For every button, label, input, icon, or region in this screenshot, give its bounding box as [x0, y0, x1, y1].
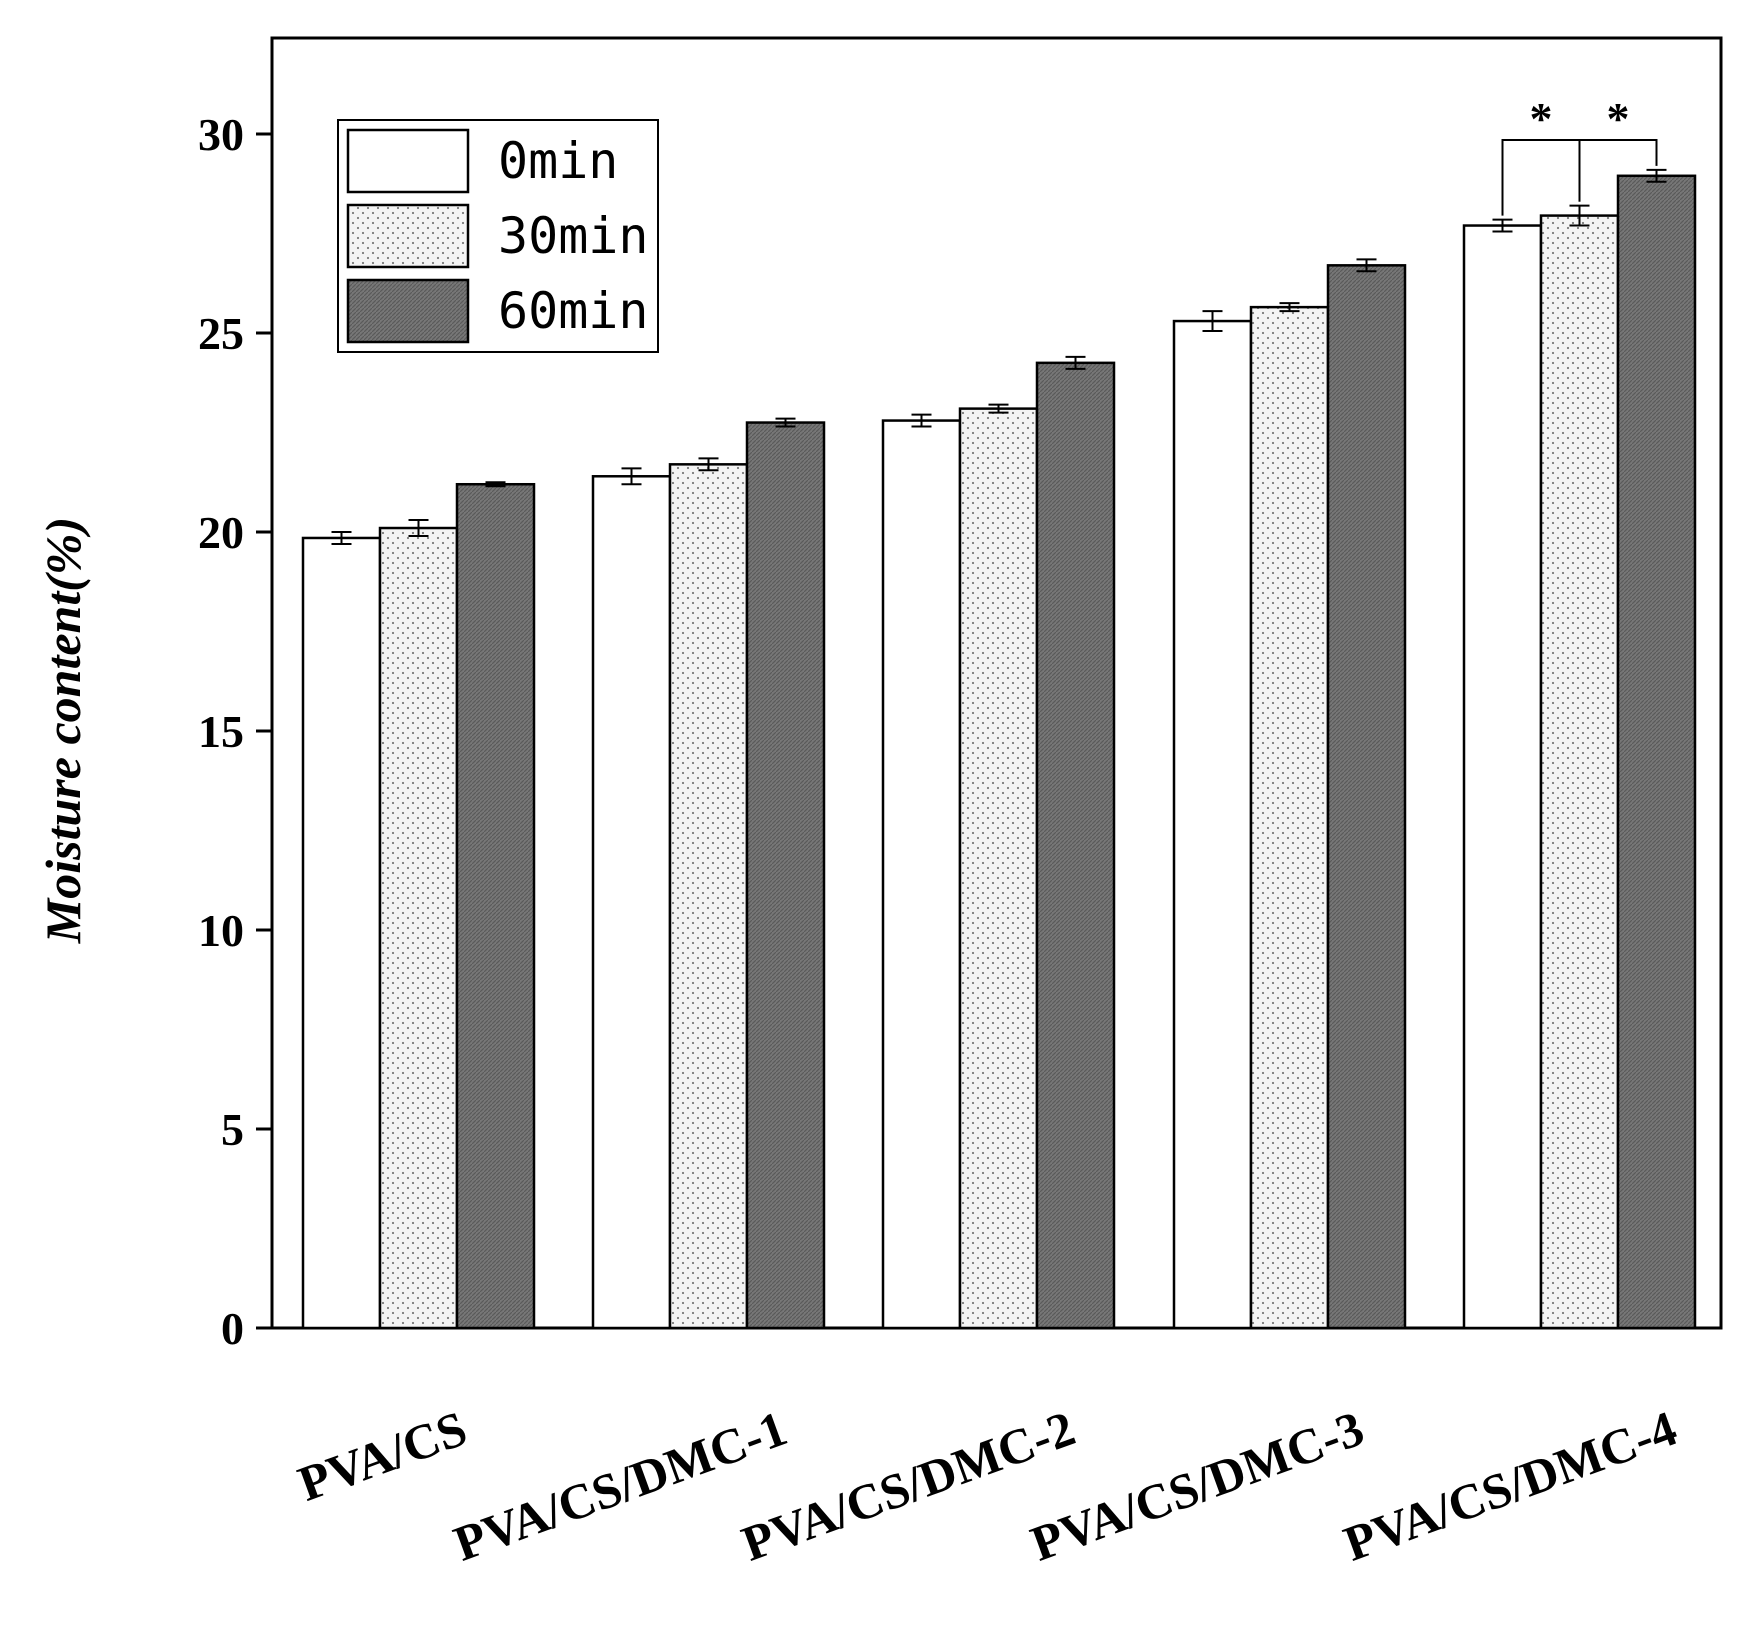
bar-0min-1	[301, 536, 382, 1330]
significance-star: *	[1607, 93, 1630, 144]
legend-swatch-0min	[346, 128, 470, 194]
y-tick-label: 20	[198, 507, 244, 558]
bar-30min-3	[958, 407, 1039, 1330]
bar-60min-4	[1326, 264, 1407, 1330]
y-tick-label: 25	[198, 308, 244, 359]
y-tick-label: 5	[221, 1104, 244, 1155]
bars-layer	[301, 168, 1697, 1330]
bar-0min-5	[1462, 224, 1543, 1330]
legend-swatch-60min	[346, 278, 470, 344]
legend-swatch-30min	[346, 203, 470, 269]
bar-60min-1	[455, 482, 536, 1330]
bar-0min-2	[591, 475, 672, 1330]
bar-0min-4	[1172, 319, 1253, 1330]
x-category-label: PVA/CS/DMC-3	[1024, 1400, 1371, 1572]
x-category-label: PVA/CS/DMC-1	[447, 1400, 794, 1572]
significance-star: *	[1530, 93, 1553, 144]
bar-30min-5	[1539, 214, 1620, 1330]
legend-label-60min: 60min	[498, 282, 649, 340]
significance-bracket	[1578, 139, 1658, 202]
bar-60min-2	[745, 421, 826, 1330]
legend-label-30min: 30min	[498, 207, 649, 265]
x-category-label: PVA/CS/DMC-4	[1337, 1400, 1684, 1572]
x-category-label: PVA/CS/DMC-2	[735, 1400, 1082, 1572]
bar-60min-3	[1035, 361, 1116, 1330]
legend-label-0min: 0min	[498, 132, 618, 190]
y-tick-label: 0	[221, 1303, 244, 1354]
bar-0min-3	[881, 419, 962, 1330]
y-tick-label: 15	[198, 706, 244, 757]
legend: 0min 30min 60min	[337, 119, 659, 353]
x-axis-categories: PVA/CSPVA/CS/DMC-1PVA/CS/DMC-2PVA/CS/DMC…	[291, 1400, 1684, 1572]
significance-annotations: * *	[1501, 93, 1658, 216]
bar-30min-4	[1249, 305, 1330, 1330]
significance-bracket	[1501, 139, 1581, 216]
x-category-label: PVA/CS	[291, 1400, 474, 1512]
bar-30min-2	[668, 463, 749, 1330]
y-axis-label: Moisture content(%)	[35, 517, 91, 944]
y-axis: 0 5 10 15 20 25 30	[198, 109, 272, 1354]
y-tick-label: 10	[198, 905, 244, 956]
y-tick-label: 30	[198, 109, 244, 160]
bar-30min-1	[378, 526, 459, 1330]
bar-60min-5	[1616, 174, 1697, 1330]
